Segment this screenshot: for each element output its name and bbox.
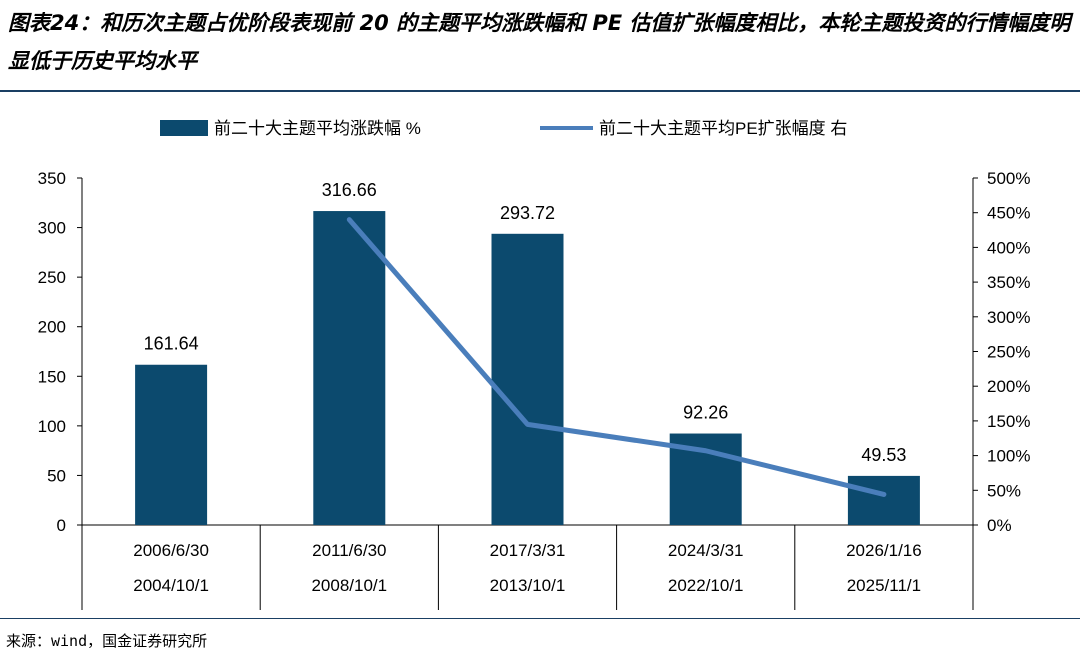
bottom-rule [0, 618, 1080, 619]
category-label-top: 2017/3/31 [490, 541, 566, 560]
category-label-bottom: 2004/10/1 [133, 576, 209, 595]
source-note: 来源：wind，国金证券研究所 [6, 632, 208, 650]
y-right-tick-label: 400% [987, 238, 1030, 257]
data-labels: 161.64 316.66 293.72 92.26 49.53 [144, 180, 907, 465]
y-left-tick-label: 0 [57, 516, 66, 535]
y-left-tick-label: 250 [38, 268, 66, 287]
y-right-tick-label: 0% [987, 516, 1012, 535]
figure-title: 图表24：和历次主题占优阶段表现前 20 的主题平均涨跌幅和 PE 估值扩张幅度… [8, 11, 1071, 73]
category-label-bottom: 2008/10/1 [311, 576, 387, 595]
line-series [346, 217, 887, 497]
y-right-tick-label: 350% [987, 273, 1030, 292]
pe-expansion-line [346, 217, 887, 497]
category-label-bottom: 2013/10/1 [490, 576, 566, 595]
y-left-tick-label: 50 [47, 466, 66, 485]
bar [847, 475, 920, 525]
y-right-tick-label: 50% [987, 481, 1021, 500]
y-left-tick-label: 100 [38, 417, 66, 436]
y-right-tick-label: 200% [987, 377, 1030, 396]
data-label: 316.66 [322, 180, 377, 200]
y-left-tick-label: 300 [38, 219, 66, 238]
y-right-tick-label: 500% [987, 169, 1030, 188]
y-right-tick-label: 300% [987, 308, 1030, 327]
data-label: 92.26 [683, 403, 728, 423]
y-left-tick-label: 350 [38, 169, 66, 188]
bar-series [135, 211, 920, 525]
data-label: 161.64 [144, 334, 199, 354]
legend-bar-label: 前二十大主题平均涨跌幅 % [214, 119, 421, 138]
category-label-top: 2006/6/30 [133, 541, 209, 560]
y-right-tick-label: 150% [987, 412, 1030, 431]
y-right-tick-label: 100% [987, 447, 1030, 466]
y-left-tick-label: 150 [38, 367, 66, 386]
category-label-top: 2024/3/31 [668, 541, 744, 560]
category-label-bottom: 2022/10/1 [668, 576, 744, 595]
axes: 0 50 100 150 200 250 300 350 0% 50% 100% 150% 200% 25… [38, 169, 1031, 535]
category-label-top: 2026/1/16 [846, 541, 922, 560]
category-label-top: 2011/6/30 [312, 541, 386, 560]
y-right-tick-label: 250% [987, 343, 1030, 362]
y-right-tick-label: 450% [987, 204, 1030, 223]
data-label: 49.53 [861, 445, 906, 465]
data-label: 293.72 [500, 203, 555, 223]
bar [135, 364, 208, 525]
y-left-tick-label: 200 [38, 318, 66, 337]
top-rule [0, 90, 1080, 92]
legend-line-label: 前二十大主题平均PE扩张幅度 右 [599, 119, 847, 138]
category-table: 2006/6/30 2004/10/1 2011/6/30 2008/10/1 2017… [81, 525, 974, 610]
bar [313, 211, 386, 525]
combo-chart: 前二十大主题平均涨跌幅 % 前二十大主题平均PE扩张幅度 右 0 50 100 150… [38, 119, 1031, 610]
legend-bar-swatch [160, 120, 208, 136]
legend: 前二十大主题平均涨跌幅 % 前二十大主题平均PE扩张幅度 右 [160, 119, 847, 138]
category-label-bottom: 2025/11/1 [847, 576, 921, 595]
bar [491, 233, 564, 525]
